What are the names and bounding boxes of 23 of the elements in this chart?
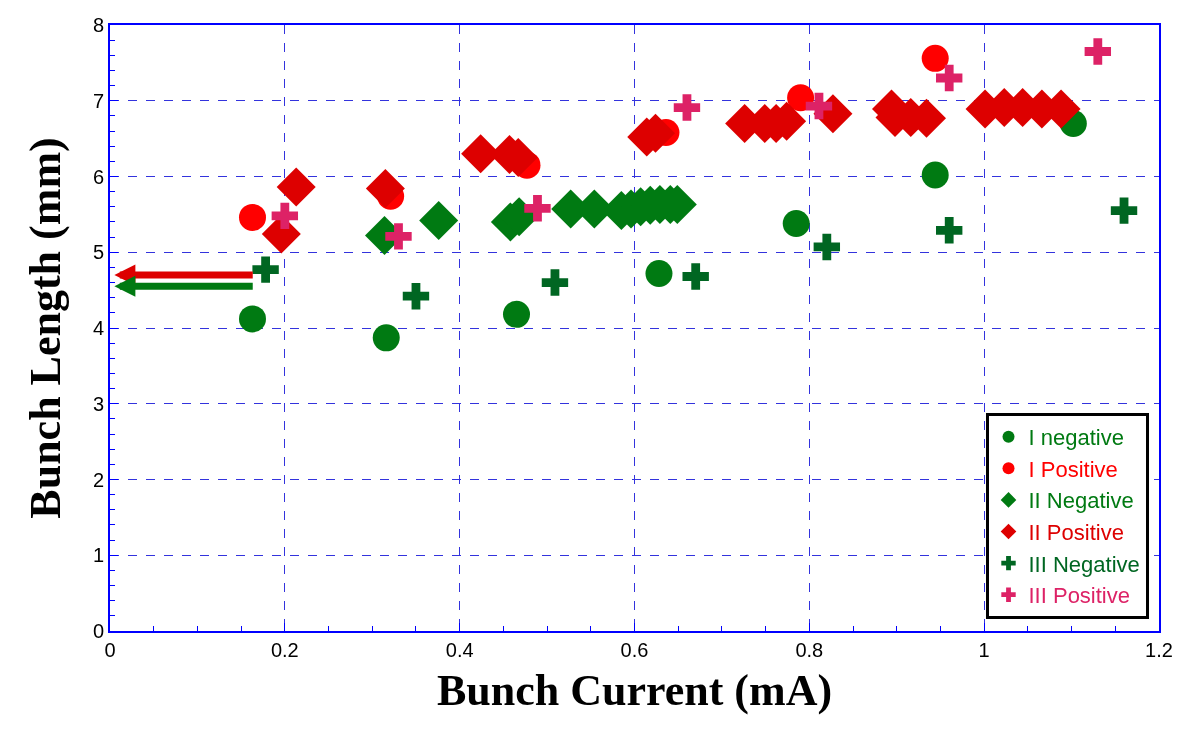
legend-label: II Negative xyxy=(1028,488,1134,514)
y-tick-label: 0 xyxy=(92,620,104,642)
y-tick-label: 3 xyxy=(92,392,104,415)
y-tick-label: 7 xyxy=(92,89,104,112)
x-tick-label: 0.6 xyxy=(620,639,649,661)
legend-label: I negative xyxy=(1028,425,1124,451)
legend-label: I Positive xyxy=(1028,456,1118,482)
y-tick-label: 2 xyxy=(92,468,104,491)
x-tick-label: 1.2 xyxy=(1145,639,1173,661)
legend-label: II Positive xyxy=(1028,520,1124,546)
x-tick-label: 0.8 xyxy=(795,639,824,661)
y-tick-label: 8 xyxy=(92,14,104,36)
y-tick-label: 6 xyxy=(92,165,104,188)
x-tick-label: 0.4 xyxy=(445,639,474,661)
y-tick-label: 5 xyxy=(92,241,104,264)
x-axis-title: Bunch Current (mA) xyxy=(436,665,833,715)
y-axis-title: Bunch Length (mm) xyxy=(21,137,71,519)
x-tick-label: 0.2 xyxy=(270,639,299,661)
y-tick-label: 4 xyxy=(92,317,104,339)
legend-label: III Negative xyxy=(1028,551,1140,577)
y-tick-label: 1 xyxy=(92,544,104,567)
legend-label: III Positive xyxy=(1028,583,1130,609)
x-tick-label: 1 xyxy=(978,639,990,661)
